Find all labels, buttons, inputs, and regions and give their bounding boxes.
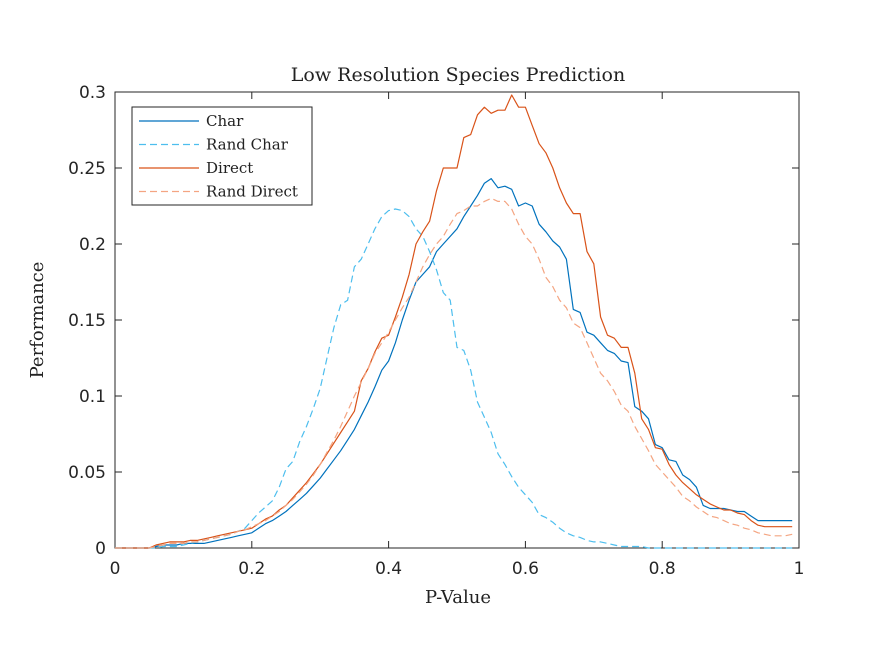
plot-area: 0 0.2 0.4 0.6 0.8 1 0 0.05 0.1 0.15 0.2 0.25 0.3	[68, 83, 804, 579]
chart-title: Low Resolution Species Prediction	[291, 64, 625, 86]
x-tick-label: 0.6	[512, 559, 539, 579]
series-line-direct	[115, 94, 793, 549]
legend-label: Direct	[206, 159, 253, 177]
x-tick-label: 0.8	[649, 559, 676, 579]
y-tick-label: 0.1	[79, 387, 106, 407]
y-axis-label: Performance	[27, 262, 48, 379]
x-tick-label: 0.2	[238, 559, 265, 579]
y-tick-label: 0.2	[79, 235, 106, 255]
x-tick-label: 0	[110, 559, 121, 579]
legend-box	[131, 106, 313, 206]
series-line-char	[115, 178, 793, 549]
x-axis-label: P-Value	[425, 587, 491, 608]
y-tick-label: 0.25	[68, 159, 106, 179]
y-tick-label: 0.05	[68, 463, 106, 483]
y-tick-label: 0.3	[79, 83, 106, 103]
y-tick-label: 0.15	[68, 311, 106, 331]
legend-label: Rand Direct	[206, 183, 298, 201]
legend: Char Rand Char Direct Rand Direct	[131, 106, 313, 206]
legend-label: Char	[206, 112, 244, 130]
y-tick-label: 0	[95, 539, 106, 559]
series-line-rand-direct	[115, 197, 793, 549]
x-tick-label: 1	[794, 559, 805, 579]
x-tick-label: 0.4	[375, 559, 402, 579]
legend-label: Rand Char	[206, 136, 289, 154]
